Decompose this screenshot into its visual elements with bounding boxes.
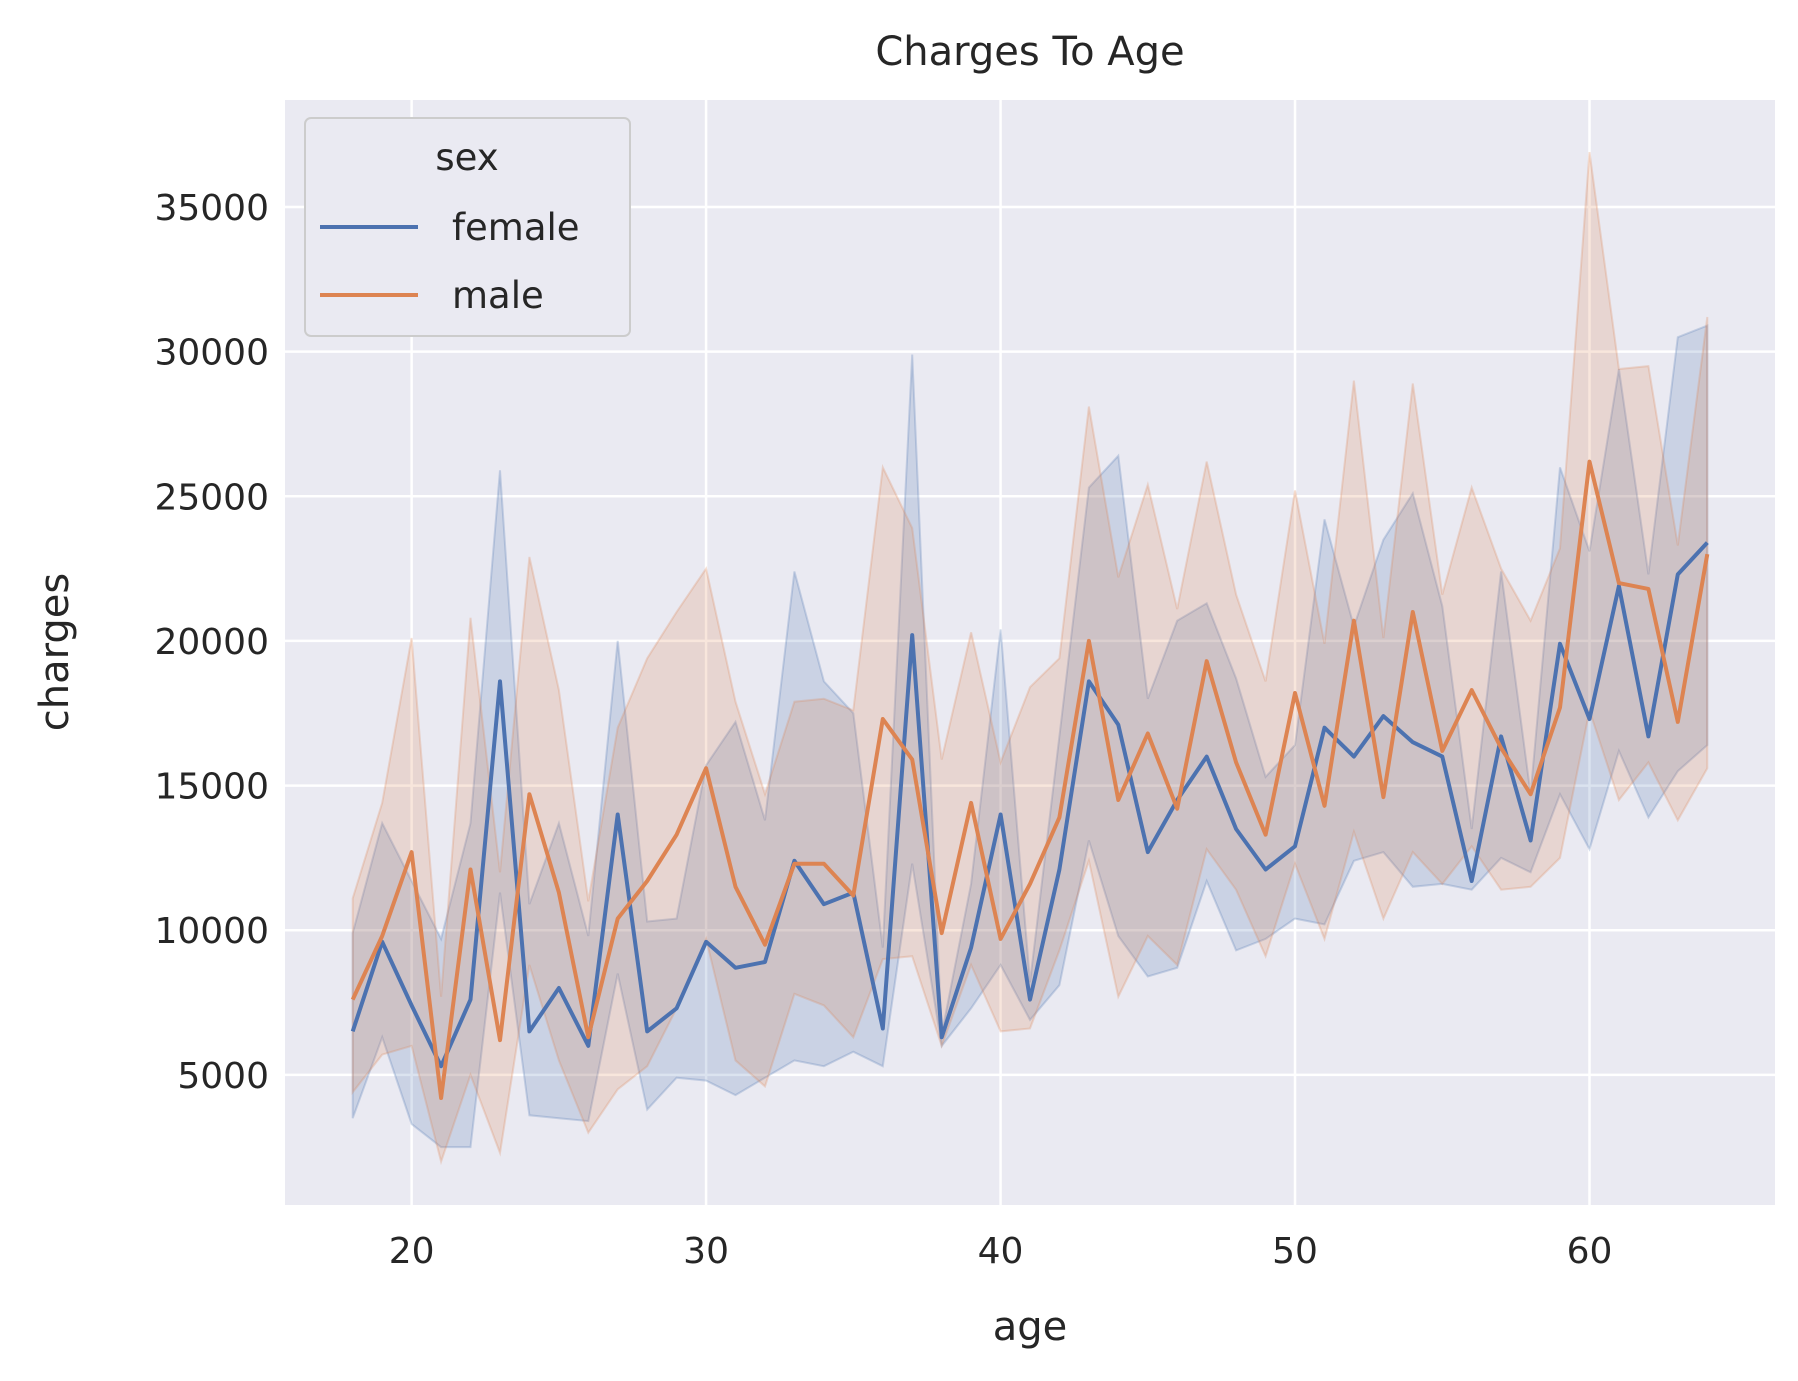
confidence-bands [351,151,1709,1166]
y-axis-label: charges [32,573,78,731]
x-tick-label: 50 [1272,1231,1318,1272]
series-lines [350,459,1710,1100]
y-tick-label: 30000 [154,333,269,374]
legend-box [304,117,631,337]
y-tick-label: 35000 [154,188,269,229]
y-tick-label: 20000 [154,622,269,663]
ci-band-male [351,151,1709,1166]
x-tick-label: 60 [1567,1231,1613,1272]
series-line-male [350,459,1710,1100]
y-axis-ticks: 5000 10000 15000 20000 25000 30000 35000 [154,188,269,1097]
series-line-female [350,541,1709,1069]
x-tick-label: 30 [683,1231,729,1272]
x-axis-ticks: 20 30 40 50 60 [389,1231,1613,1272]
grid [285,100,1775,1205]
chart-title: Charges To Age [875,29,1184,75]
y-tick-label: 5000 [177,1056,269,1097]
x-axis-label: age [993,1304,1068,1350]
legend-label-male: male [452,274,544,317]
x-tick-label: 40 [978,1231,1024,1272]
legend: sex female male [304,117,631,337]
legend-title: sex [435,136,498,179]
x-tick-label: 20 [389,1231,435,1272]
legend-label-female: female [452,206,580,249]
y-tick-label: 15000 [154,767,269,808]
y-tick-label: 10000 [154,911,269,952]
y-tick-label: 25000 [154,477,269,518]
ci-band-female [351,324,1709,1149]
